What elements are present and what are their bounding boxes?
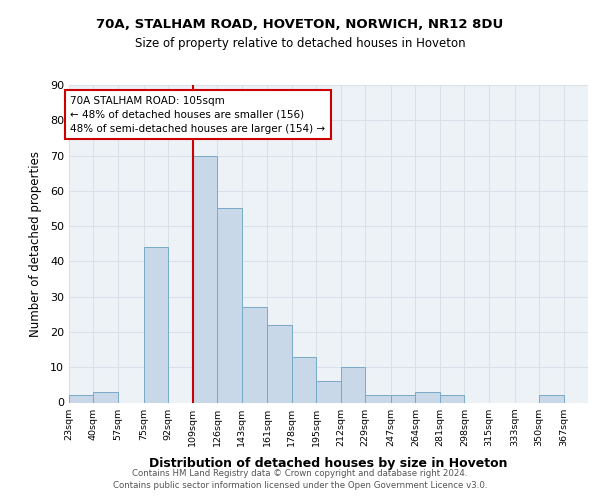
- X-axis label: Distribution of detached houses by size in Hoveton: Distribution of detached houses by size …: [149, 457, 508, 470]
- Text: Contains HM Land Registry data © Crown copyright and database right 2024.
Contai: Contains HM Land Registry data © Crown c…: [113, 468, 487, 490]
- Bar: [217, 208, 242, 402]
- Bar: [242, 307, 268, 402]
- Bar: [193, 156, 217, 402]
- Bar: [391, 396, 415, 402]
- Y-axis label: Number of detached properties: Number of detached properties: [29, 151, 41, 337]
- Text: 70A, STALHAM ROAD, HOVETON, NORWICH, NR12 8DU: 70A, STALHAM ROAD, HOVETON, NORWICH, NR1…: [97, 18, 503, 30]
- Bar: [144, 248, 168, 402]
- Bar: [365, 396, 391, 402]
- Bar: [316, 382, 341, 402]
- Text: Size of property relative to detached houses in Hoveton: Size of property relative to detached ho…: [134, 38, 466, 51]
- Bar: [341, 367, 365, 402]
- Bar: [69, 396, 94, 402]
- Bar: [268, 325, 292, 402]
- Text: 70A STALHAM ROAD: 105sqm
← 48% of detached houses are smaller (156)
48% of semi-: 70A STALHAM ROAD: 105sqm ← 48% of detach…: [70, 96, 326, 134]
- Bar: [539, 396, 563, 402]
- Bar: [292, 356, 316, 403]
- Bar: [94, 392, 118, 402]
- Bar: [415, 392, 440, 402]
- Bar: [440, 396, 464, 402]
